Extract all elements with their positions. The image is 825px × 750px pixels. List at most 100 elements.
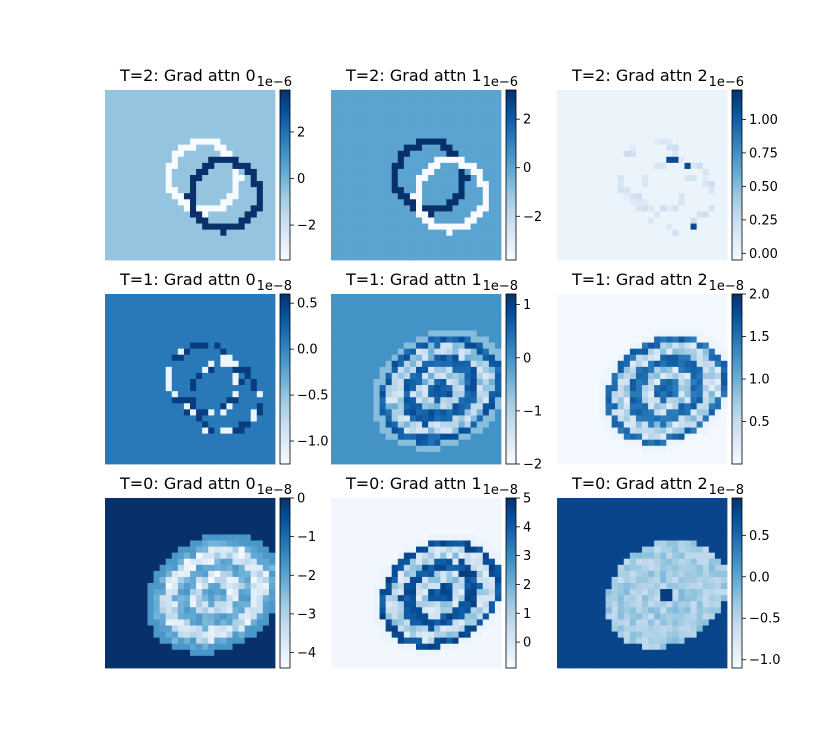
heatmap-cell — [214, 498, 221, 505]
heatmap-cell — [563, 241, 570, 249]
heatmap-cell — [367, 451, 374, 459]
heatmap-cell — [458, 235, 465, 243]
heatmap-cell — [129, 528, 136, 535]
heatmap-cell — [599, 433, 606, 441]
heatmap-cell — [220, 247, 227, 255]
heatmap-cell — [587, 312, 594, 319]
heatmap-cell — [105, 223, 112, 231]
heatmap-cell — [403, 366, 411, 374]
heatmap-cell — [660, 150, 667, 158]
heatmap-cell — [226, 324, 233, 331]
heatmap-cell — [557, 187, 564, 194]
heatmap-cell — [587, 409, 594, 416]
heatmap-cell — [208, 415, 215, 422]
heatmap-cell — [385, 379, 393, 386]
heatmap-cell — [147, 457, 154, 465]
heatmap-cell — [611, 360, 619, 368]
heatmap-cell — [129, 336, 136, 343]
heatmap-cell — [141, 354, 148, 362]
heatmap-cell — [702, 427, 710, 435]
heatmap-cell — [343, 114, 350, 121]
heatmap-cell — [494, 336, 502, 343]
heatmap-cell — [708, 445, 716, 453]
heatmap-cell — [599, 168, 606, 176]
heatmap-cell — [696, 427, 704, 435]
heatmap-cell — [714, 306, 722, 313]
heatmap-cell — [696, 366, 704, 374]
heatmap-cell — [660, 439, 667, 447]
heatmap-cell — [373, 409, 380, 416]
heatmap-cell — [135, 534, 142, 541]
heatmap-cell — [373, 132, 380, 139]
heatmap-cell — [196, 439, 203, 447]
heatmap-cell — [141, 181, 148, 188]
heatmap-cell — [629, 360, 637, 368]
heatmap-cell — [654, 342, 661, 350]
heatmap-cell — [611, 312, 619, 319]
heatmap-cell — [355, 385, 362, 392]
heatmap-cell — [629, 385, 637, 392]
heatmap-cell — [159, 294, 167, 301]
heatmap-cell — [720, 300, 728, 307]
heatmap-cell — [397, 235, 405, 243]
heatmap-cell — [373, 354, 380, 362]
heatmap-cell — [337, 336, 344, 343]
heatmap-cell — [557, 397, 564, 404]
heatmap-cell — [343, 324, 350, 331]
heatmap-cell — [226, 306, 233, 313]
heatmap-cell — [440, 102, 447, 109]
heatmap-cell — [422, 162, 429, 170]
heatmap-cell — [422, 457, 429, 465]
heatmap-cell — [482, 372, 490, 380]
heatmap-cell — [714, 451, 722, 459]
heatmap-cell — [593, 415, 600, 422]
heatmap-cell — [262, 126, 270, 133]
heatmap-cell — [422, 241, 429, 249]
heatmap-cell — [575, 354, 582, 362]
heatmap-cell — [660, 247, 667, 255]
heatmap-cell — [177, 235, 185, 243]
heatmap-cell — [268, 199, 276, 206]
heatmap-cell — [702, 433, 710, 441]
heatmap-cell — [403, 300, 411, 307]
heatmap-cell — [684, 427, 691, 435]
heatmap-cell — [391, 397, 399, 404]
heatmap-cell — [678, 205, 685, 212]
heatmap-cell — [123, 534, 130, 541]
heatmap-cell — [397, 102, 405, 109]
heatmap-cell — [141, 90, 148, 97]
heatmap-cell — [623, 253, 631, 261]
heatmap-cell — [361, 354, 368, 362]
heatmap-cell — [458, 354, 465, 362]
heatmap-cell — [434, 205, 441, 212]
heatmap-cell — [177, 504, 185, 511]
heatmap-cell — [476, 415, 484, 422]
heatmap-cell — [720, 342, 728, 350]
heatmap-cell — [635, 427, 643, 435]
heatmap-cell — [117, 132, 124, 139]
heatmap-cell — [605, 126, 613, 133]
heatmap-cell — [708, 114, 716, 121]
heatmap-cell — [262, 205, 270, 212]
heatmap-cell — [446, 144, 453, 152]
heatmap-cell — [563, 409, 570, 416]
heatmap-cell — [343, 229, 350, 237]
heatmap-cell — [159, 342, 167, 350]
heatmap-cell — [488, 391, 496, 398]
heatmap-cell — [220, 193, 227, 200]
heatmap-cell — [672, 217, 679, 224]
heatmap-cell — [177, 445, 185, 453]
heatmap-cell — [696, 108, 704, 115]
heatmap-cell — [397, 403, 405, 410]
heatmap-cell — [629, 439, 637, 447]
heatmap-cell — [440, 168, 447, 176]
heatmap-cell — [238, 175, 246, 182]
heatmap-cell — [171, 504, 179, 511]
heatmap-cell — [593, 90, 600, 97]
heatmap-cell — [171, 241, 179, 249]
heatmap-cell — [331, 150, 338, 158]
heatmap-cell — [220, 457, 227, 465]
heatmap-cell — [684, 181, 691, 188]
heatmap-cell — [190, 168, 197, 176]
heatmap-cell — [129, 199, 136, 206]
